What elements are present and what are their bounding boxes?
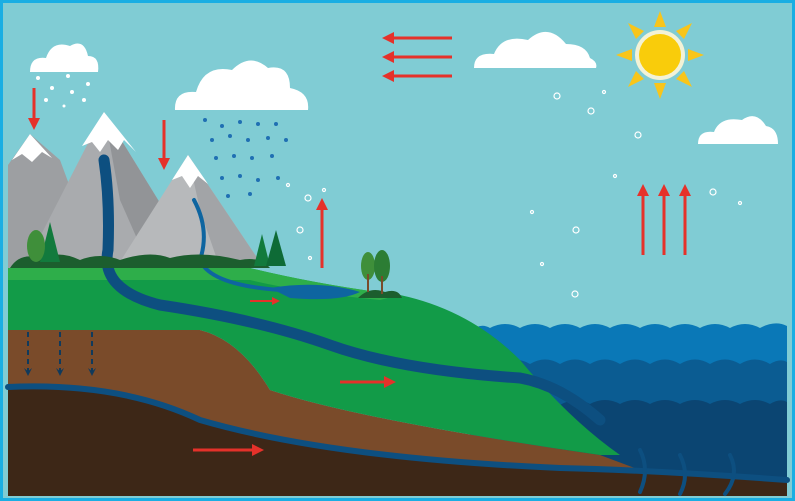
river — [5, 154, 790, 496]
sun — [616, 11, 704, 99]
rain — [203, 118, 288, 198]
infiltration-arrows — [24, 332, 96, 376]
clouds — [30, 31, 778, 144]
vegetation — [10, 222, 402, 298]
lake — [270, 284, 360, 300]
vapor — [285, 89, 743, 298]
flow-arrows — [28, 32, 691, 456]
snow — [36, 74, 90, 108]
